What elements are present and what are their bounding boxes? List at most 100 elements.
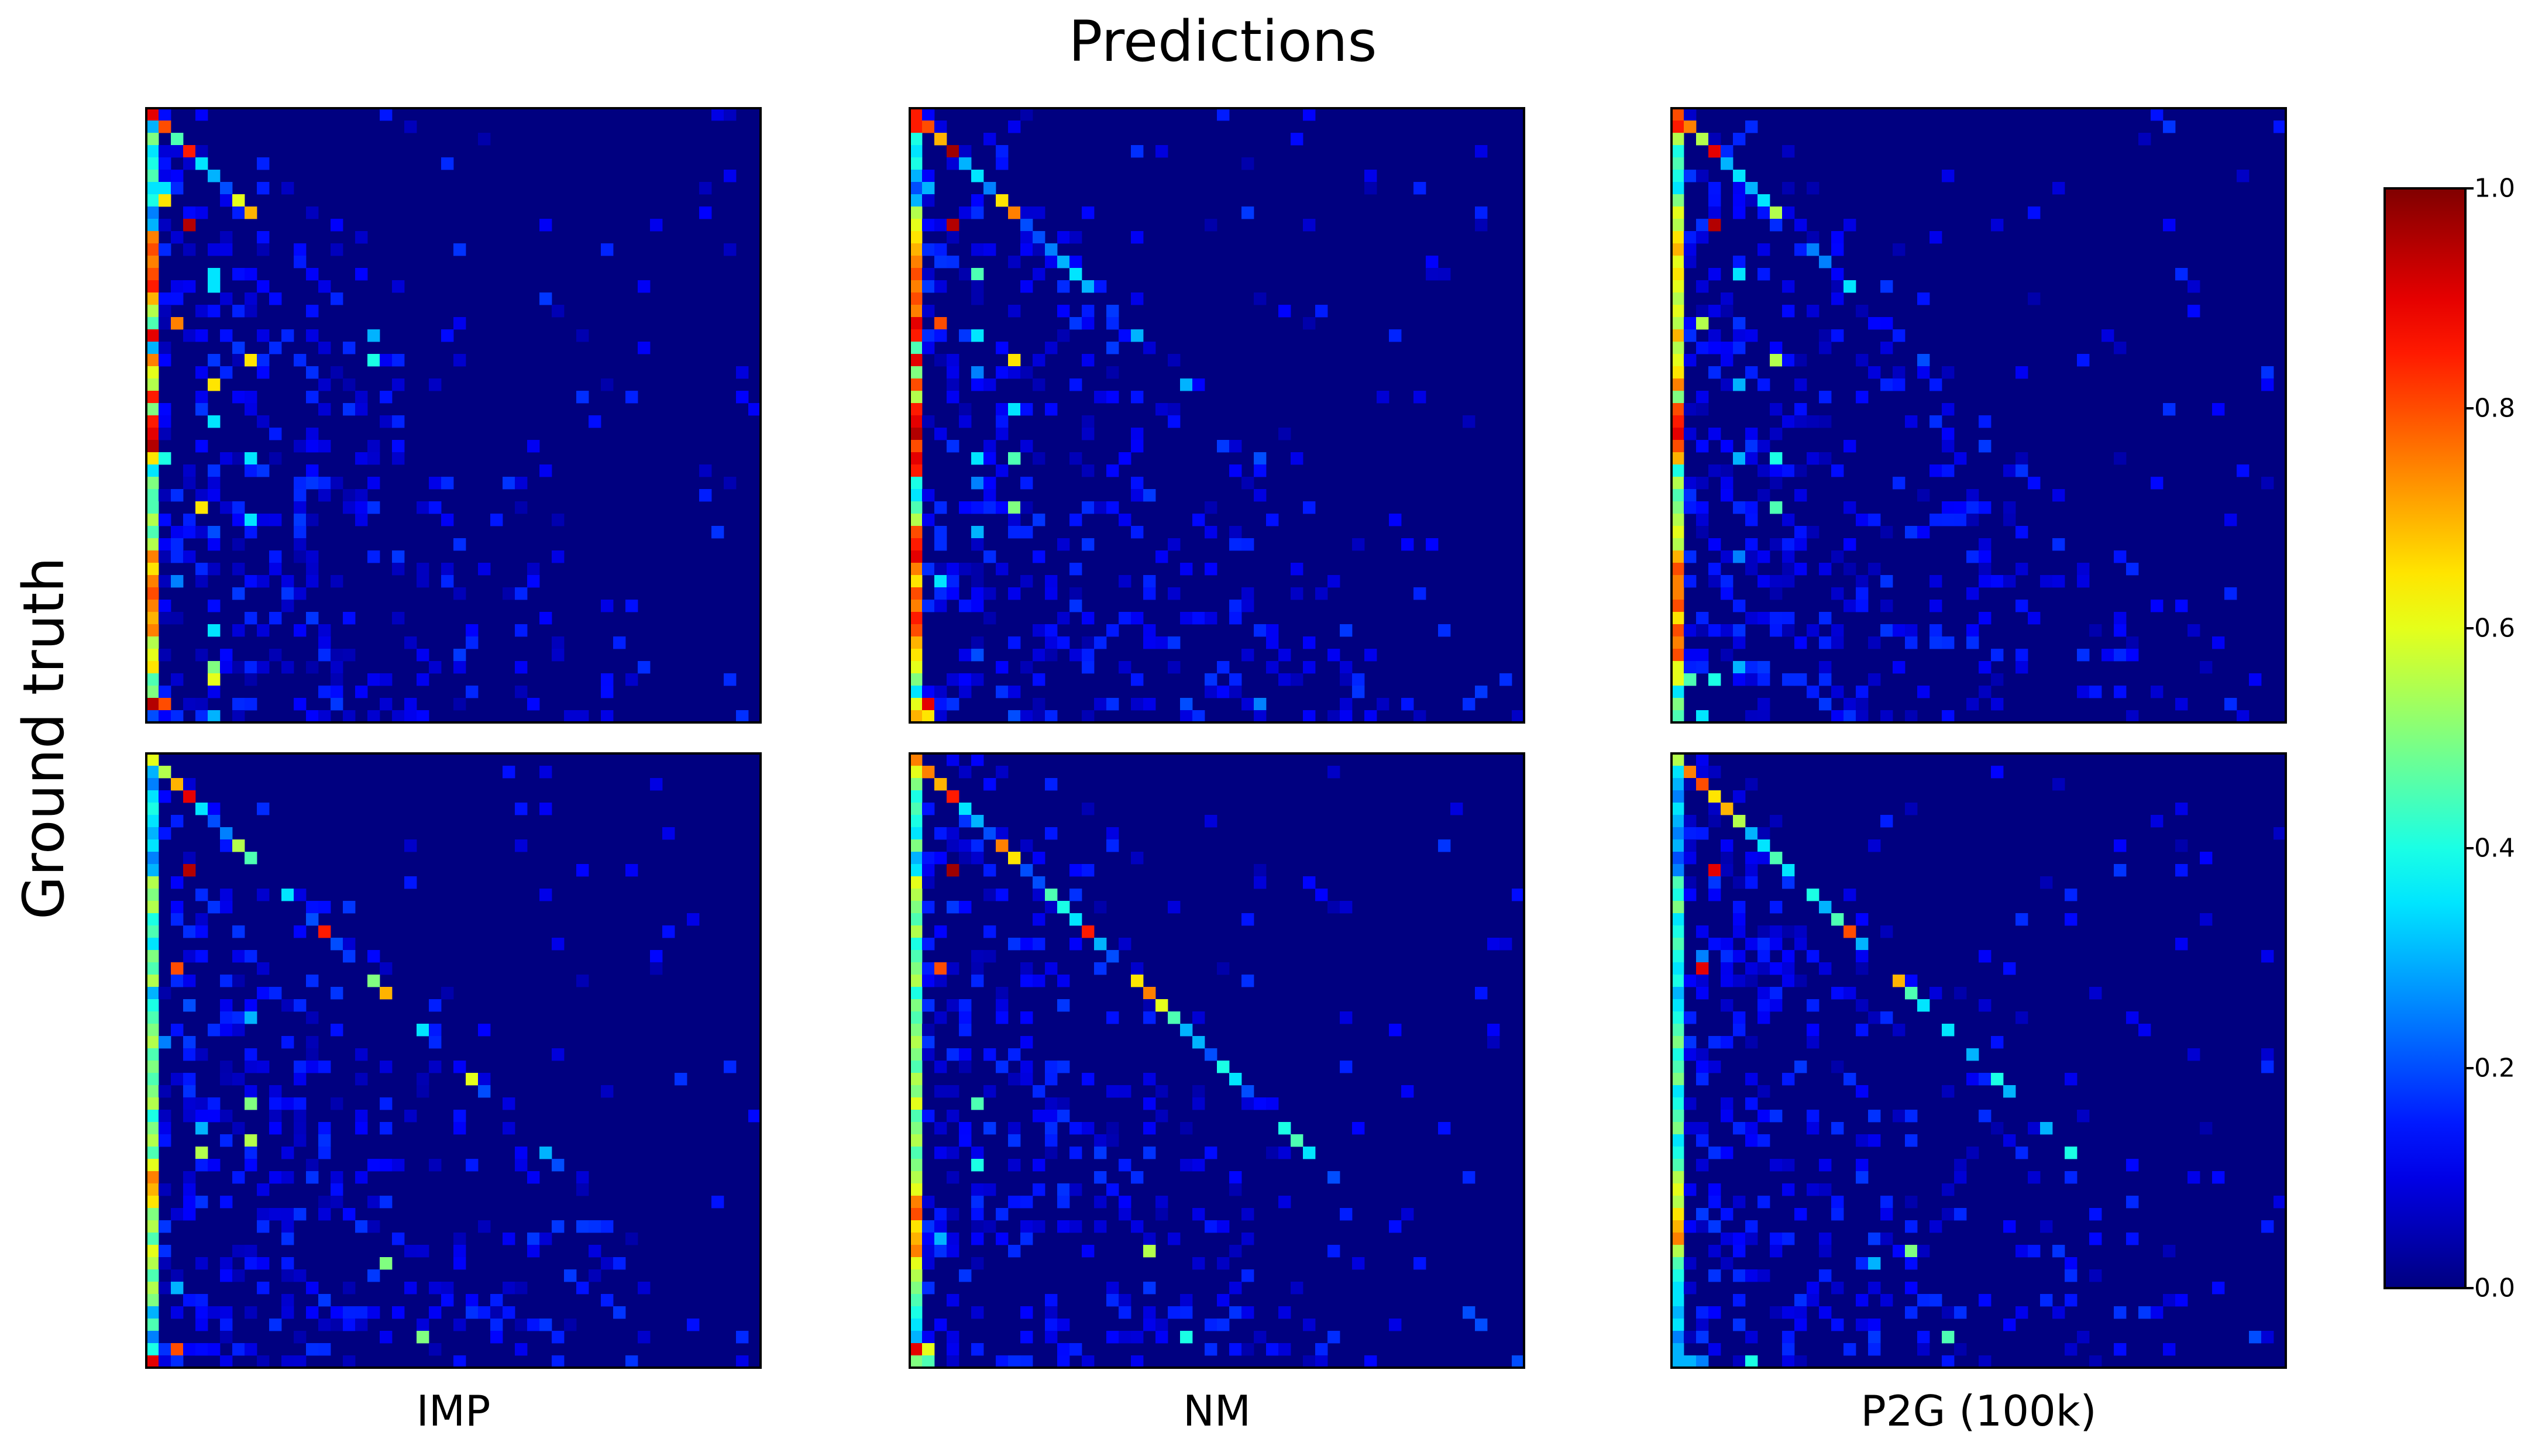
heatmap-cell	[453, 1245, 466, 1258]
heatmap-cell	[146, 901, 159, 914]
heatmap-cell	[2188, 624, 2200, 637]
heatmap-cell	[1131, 1331, 1144, 1344]
heatmap-cell	[208, 243, 221, 256]
heatmap-cell	[208, 268, 221, 281]
heatmap-cell	[910, 563, 923, 576]
heatmap-cell	[171, 612, 184, 625]
heatmap-cell	[910, 975, 923, 987]
heatmap-cell	[1696, 1122, 1709, 1135]
heatmap-cell	[146, 317, 159, 330]
heatmap-cell	[1131, 489, 1144, 502]
heatmap-cell	[281, 1306, 294, 1319]
heatmap-cell	[1033, 913, 1045, 926]
heatmap-cell	[1143, 624, 1156, 637]
heatmap-cell	[1045, 710, 1058, 723]
heatmap-cell	[257, 182, 270, 195]
heatmap-cell	[1807, 950, 1820, 963]
heatmap-cell	[1671, 1245, 1684, 1258]
heatmap-cell	[1696, 1220, 1709, 1233]
heatmap-cell	[1045, 342, 1058, 354]
heatmap-cell	[1684, 778, 1697, 791]
heatmap-cell	[699, 182, 712, 195]
heatmap-cell	[183, 999, 196, 1012]
heatmap-cell	[1794, 1355, 1807, 1368]
heatmap-cell	[922, 1196, 935, 1209]
heatmap-cell	[1684, 121, 1697, 133]
heatmap-cell	[146, 1159, 159, 1172]
heatmap-cell	[429, 1282, 442, 1295]
heatmap-cell	[1143, 1306, 1156, 1319]
heatmap-cell	[331, 686, 343, 698]
heatmap-cell	[195, 913, 208, 926]
heatmap-cell	[380, 1097, 393, 1110]
heatmap-cell	[1033, 1159, 1045, 1172]
heatmap-cell	[1991, 649, 2004, 662]
heatmap-cell	[367, 710, 380, 723]
heatmap-cell	[171, 1343, 184, 1356]
heatmap-cell	[294, 1061, 307, 1073]
heatmap-cell	[1868, 317, 1881, 330]
heatmap-cell	[1671, 538, 1684, 551]
heatmap-cell	[922, 901, 935, 914]
heatmap-cell	[1671, 698, 1684, 711]
heatmap-cell	[1389, 1024, 1402, 1037]
heatmap-cell	[613, 1306, 626, 1319]
heatmap-cell	[1893, 1024, 1906, 1037]
heatmap-cell	[922, 121, 935, 133]
heatmap-cell	[146, 514, 159, 526]
heatmap-cell	[159, 1085, 171, 1098]
heatmap-cell	[1831, 329, 1844, 342]
heatmap-cell	[650, 962, 663, 975]
heatmap-cell	[601, 686, 614, 698]
heatmap-cell	[922, 1110, 935, 1123]
heatmap-cell	[934, 827, 947, 840]
heatmap-cell	[1770, 987, 1783, 1000]
heatmap-cell	[922, 876, 935, 889]
heatmap-cell	[1413, 182, 1426, 195]
heatmap-cell	[1708, 864, 1721, 877]
heatmap-cell	[220, 661, 233, 674]
heatmap-cell	[1856, 698, 1869, 711]
heatmap-cell	[996, 1233, 1009, 1245]
heatmap-cell	[1696, 231, 1709, 244]
heatmap-cell	[441, 157, 454, 170]
heatmap-cell	[1708, 342, 1721, 354]
heatmap-cell	[159, 600, 171, 612]
heatmap-cell	[429, 1024, 442, 1037]
heatmap-cell	[1782, 538, 1795, 551]
heatmap-cell	[947, 354, 959, 367]
heatmap-cell	[1401, 698, 1414, 711]
heatmap-cell	[146, 1294, 159, 1307]
heatmap-cell	[2224, 698, 2237, 711]
heatmap-cell	[159, 538, 171, 551]
heatmap-cell	[232, 710, 245, 723]
heatmap-cell	[2003, 575, 2016, 588]
heatmap-cell	[1671, 925, 1684, 938]
heatmap-cell	[1684, 354, 1697, 367]
heatmap-cell	[417, 649, 429, 662]
heatmap-cell	[687, 913, 700, 926]
heatmap-cell	[1843, 219, 1856, 232]
heatmap-cell	[1696, 649, 1709, 662]
heatmap-cell	[1831, 1196, 1844, 1209]
heatmap-cell	[1991, 219, 2004, 232]
heatmap-cell	[306, 575, 319, 588]
heatmap-cell	[934, 1122, 947, 1135]
heatmap-cell	[171, 575, 184, 588]
heatmap-cell	[1782, 563, 1795, 576]
heatmap-cell	[1696, 342, 1709, 354]
heatmap-cell	[1266, 636, 1279, 649]
heatmap-cell	[1069, 256, 1082, 269]
heatmap-cell	[503, 587, 515, 600]
heatmap-cell	[1979, 550, 1992, 563]
heatmap-cell	[1745, 778, 1758, 791]
heatmap-cell	[1057, 901, 1070, 914]
heatmap-cell	[1008, 514, 1021, 526]
heatmap-cell	[922, 962, 935, 975]
heatmap-cell	[257, 962, 270, 975]
heatmap-cell	[1807, 1110, 1820, 1123]
heatmap-cell	[380, 108, 393, 121]
heatmap-cell	[1229, 538, 1242, 551]
heatmap-cell	[232, 1011, 245, 1024]
heatmap-cell	[1856, 1024, 1869, 1037]
